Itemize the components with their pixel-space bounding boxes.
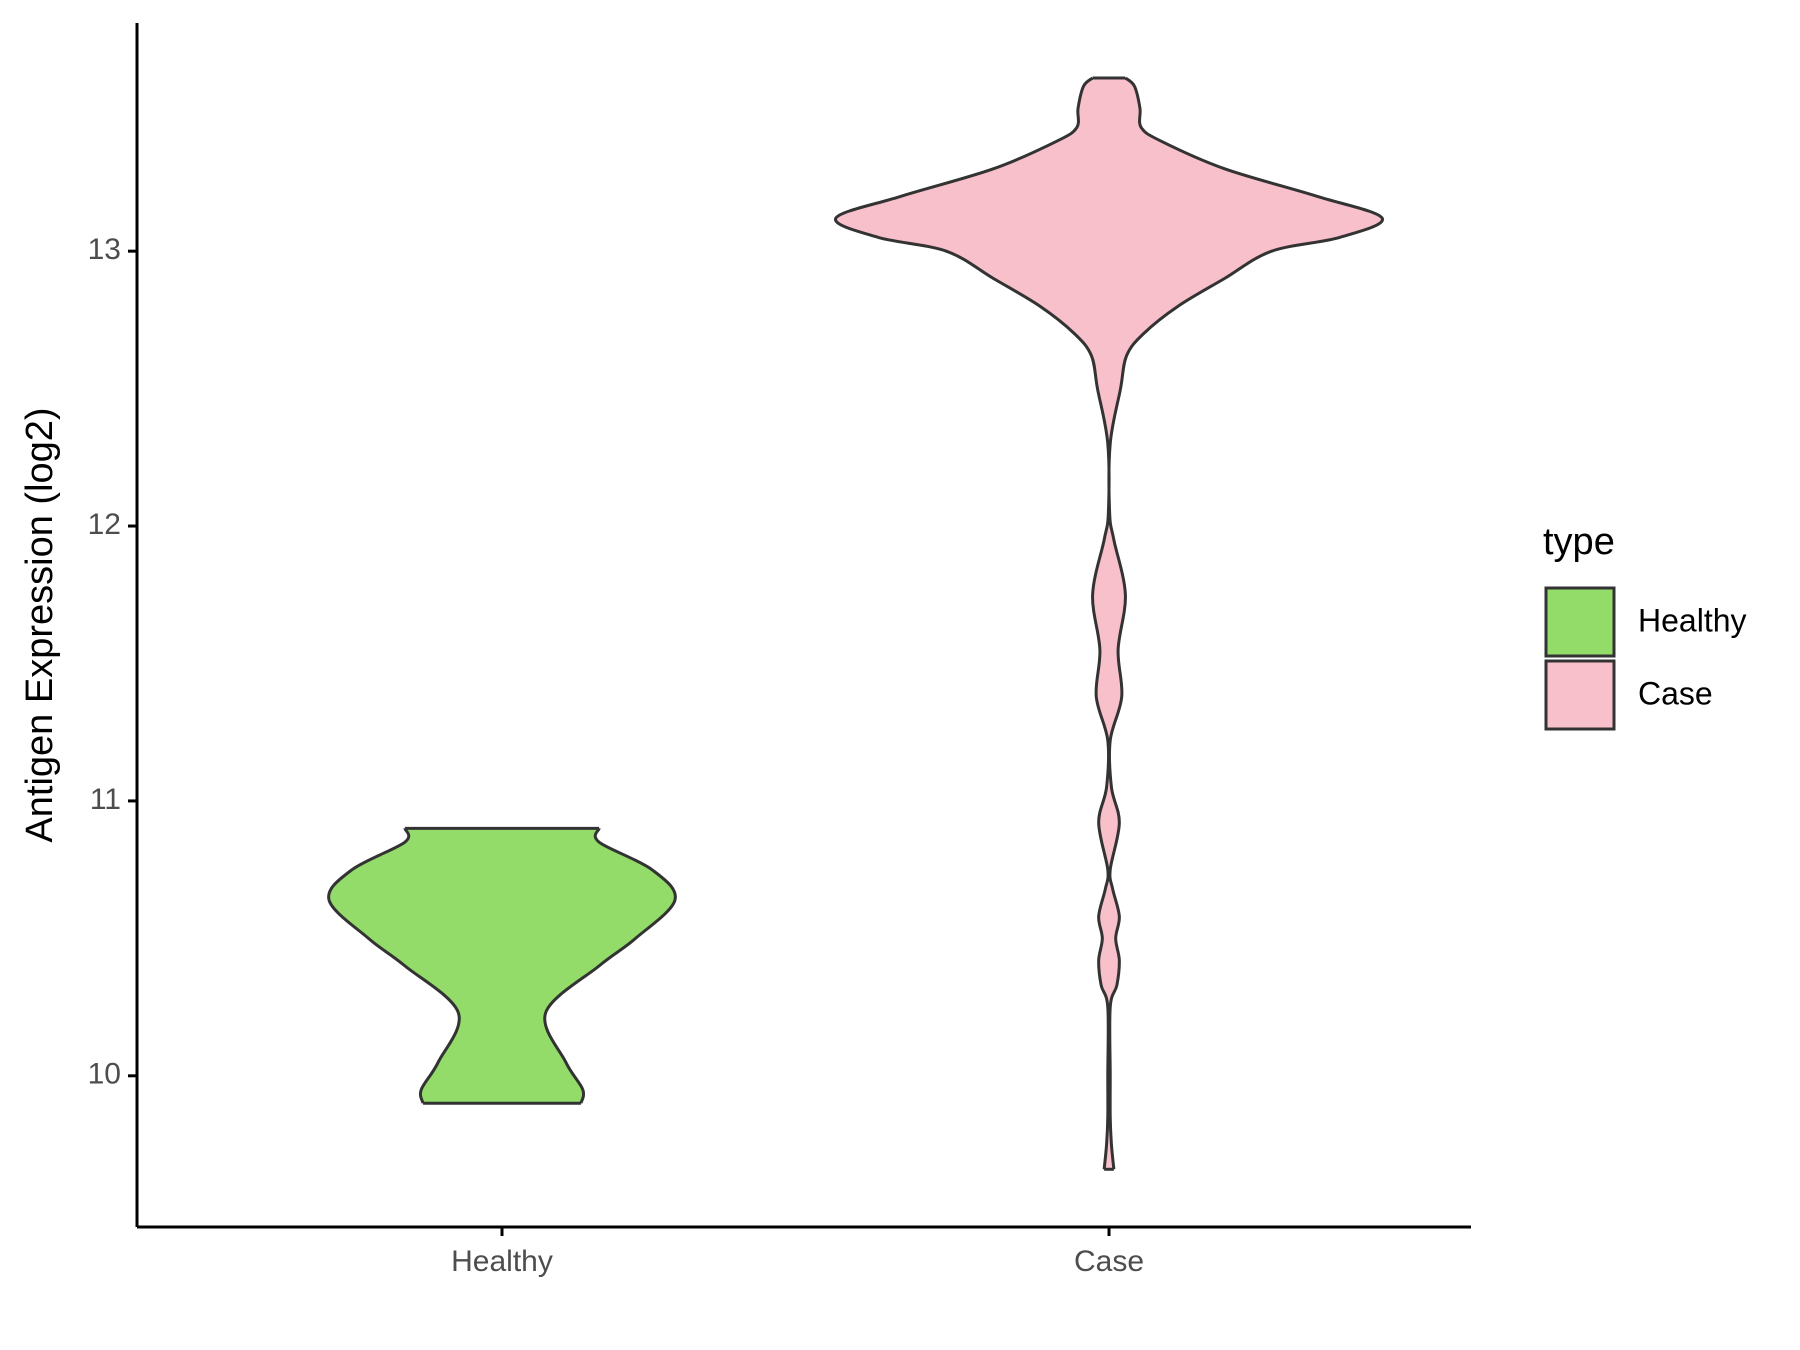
x-tick-label: Case [1074, 1245, 1144, 1278]
violin-fill [835, 77, 1383, 1170]
y-tick-label: 10 [88, 1058, 121, 1091]
legend-title: type [1543, 521, 1615, 563]
violin-edge-right [543, 827, 677, 1104]
y-tick-label: 13 [88, 233, 121, 266]
y-tick-label: 12 [88, 508, 121, 541]
violin-fill [328, 828, 676, 1104]
x-tick-label: Healthy [451, 1245, 553, 1278]
legend-label: Healthy [1638, 602, 1747, 638]
y-axis-title: Antigen Expression (log2) [19, 407, 61, 842]
legend-swatch [1544, 586, 1616, 658]
legend-swatch [1544, 659, 1616, 731]
legend-label: Case [1638, 675, 1713, 711]
violin-edge-left [834, 76, 1111, 1170]
y-tick-label: 11 [90, 783, 121, 816]
violin-edge-left [327, 827, 461, 1104]
violin-edge-right [1107, 76, 1384, 1170]
